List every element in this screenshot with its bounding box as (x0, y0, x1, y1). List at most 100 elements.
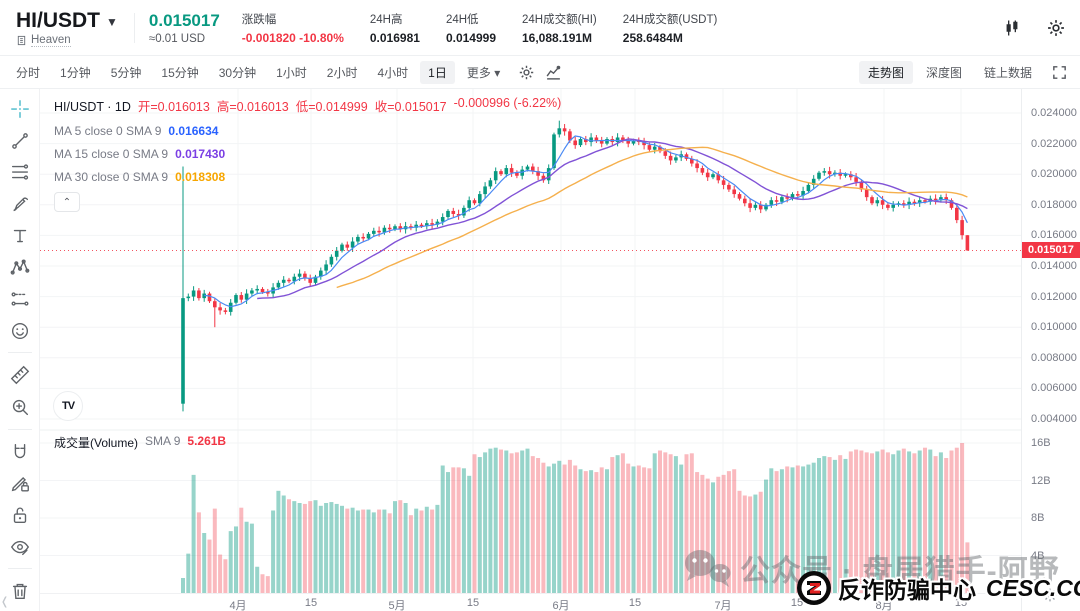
volume-tick: 8B (1031, 512, 1045, 524)
parallel-lines-tool-icon[interactable] (7, 160, 33, 184)
interval-1小时[interactable]: 1小时 (276, 66, 307, 80)
price-tick: 0.022000 (1031, 137, 1077, 150)
zoom-in-tool-icon[interactable] (7, 395, 33, 419)
legend-symbol: HI/USDT · 1D (54, 100, 131, 114)
timezone-gear-icon[interactable] (1042, 587, 1058, 603)
brush-tool-icon[interactable] (7, 192, 33, 216)
last-price: 0.015017 (148, 10, 220, 30)
interval-5分钟[interactable]: 5分钟 (110, 66, 142, 80)
volume-legend: 成交量(Volume) SMA 9 5.261B (54, 434, 226, 451)
padlock-tool-icon[interactable] (7, 503, 33, 527)
interval-list: 分时 1分钟 5分钟 15分钟 30分钟 1小时 2小时 4小时 1日 更多 ▾ (8, 61, 508, 84)
volume-sma-label: SMA 9 (145, 434, 181, 448)
stat-label: 24H成交额(USDT) (622, 13, 718, 26)
indicators-icon[interactable] (545, 64, 562, 81)
ohlc-part: 低=0.014999 (295, 100, 368, 114)
header-stat-3: 24H成交额(HI) 16,088.191M (522, 11, 597, 45)
time-tick: 15 (790, 597, 804, 609)
interval-1日[interactable]: 1日 (420, 61, 455, 84)
text-tool-icon[interactable] (7, 224, 33, 248)
fullscreen-icon[interactable] (1051, 64, 1068, 81)
header-stat-2: 24H低 0.014999 (446, 11, 496, 45)
stat-value: 0.014999 (445, 30, 496, 45)
exchange-name[interactable]: Heaven (31, 33, 71, 47)
current-price-tag: 0.015017 (1022, 242, 1080, 259)
stat-label: 24H高 (369, 13, 403, 26)
price-tick: 0.004000 (1031, 413, 1077, 425)
price-tick: 0.024000 (1031, 107, 1077, 119)
ohlc-part: 高=0.016013 (216, 100, 289, 114)
xabcd-pattern-tool-icon[interactable] (7, 255, 33, 279)
exchange-icon (17, 35, 26, 45)
trend-line-tool-icon[interactable] (7, 129, 33, 153)
chart-legend: HI/USDT · 1D 开=0.016013 高=0.016013 低=0.014… (54, 96, 561, 212)
ma-legend-row-1: MA 5 close 0 SMA 9 0.016634 (54, 124, 561, 138)
emoji-tool-icon[interactable] (7, 319, 33, 343)
volume-title: 成交量(Volume) (54, 436, 139, 450)
price-tick: 0.016000 (1031, 229, 1077, 242)
chart-region[interactable]: HI/USDT · 1D 开=0.016013 高=0.016013 低=0.014… (40, 89, 1021, 611)
time-tick: 8月 (875, 600, 893, 611)
trash-tool-icon[interactable] (7, 579, 33, 603)
time-tick: 15 (628, 597, 642, 609)
volume-sma-value: 5.261B (187, 434, 227, 448)
symbol-name[interactable]: HI/USDT (16, 8, 100, 32)
header: HI/USDT ▼ Heaven 0.015017 ≈0.01 USD 涨跌幅 -… (0, 0, 1080, 56)
ma-label: MA 5 close 0 SMA 9 (54, 124, 162, 138)
forecast-tool-icon[interactable] (7, 287, 33, 311)
interval-分时[interactable]: 分时 (16, 66, 41, 80)
volume-tick: 12B (1031, 474, 1051, 487)
volume-tick: 4B (1031, 549, 1045, 562)
interval-settings-gear-icon[interactable] (518, 64, 535, 81)
stat-value: 0.016981 (369, 30, 420, 45)
price-tick: 0.012000 (1031, 290, 1077, 303)
time-tick: 5月 (388, 600, 406, 611)
interval-30分钟[interactable]: 30分钟 (218, 66, 257, 80)
ma-legend-rows: MA 5 close 0 SMA 9 0.016634 MA 15 close 0 … (54, 124, 561, 184)
view-走势图[interactable]: 走势图 (858, 61, 913, 84)
view-switch: 走势图 深度图 链上数据 (858, 61, 1068, 84)
interval-toolbar: 分时 1分钟 5分钟 15分钟 30分钟 1小时 2小时 4小时 1日 更多 ▾ 走势图 深度图 链上… (0, 57, 1080, 89)
symbol-dropdown-caret-icon[interactable]: ▼ (106, 15, 118, 29)
toolbar-divider (7, 352, 32, 354)
ohlc-values: 开=0.016013 高=0.016013 低=0.014999 收=0.015017… (138, 96, 561, 115)
symbol-block[interactable]: HI/USDT ▼ Heaven (16, 9, 118, 47)
drawing-toolbar (0, 89, 40, 611)
ma-value: 0.017430 (175, 147, 226, 161)
price-tick: 0.006000 (1031, 382, 1077, 395)
header-stat-1: 24H高 0.016981 (370, 11, 420, 45)
toolbar-divider (7, 428, 32, 430)
candlestick-chart[interactable] (40, 89, 1021, 611)
sidebar-collapse-handle[interactable]: ❬ (0, 595, 10, 608)
price-axis[interactable]: 0.015017 0.024000 0.022000 0.020000 0.01800… (1021, 89, 1080, 611)
magnet-tool-icon[interactable] (7, 440, 33, 464)
view-链上数据[interactable]: 链上数据 (983, 66, 1032, 80)
interval-4小时[interactable]: 4小时 (377, 66, 409, 80)
stat-label: 涨跌幅 (241, 13, 277, 26)
stat-label: 24H低 (445, 13, 479, 26)
tradingview-logo[interactable]: TV (53, 391, 83, 421)
ohlc-legend-row: HI/USDT · 1D 开=0.016013 高=0.016013 低=0.014… (54, 96, 561, 115)
pencil-lock-tool-icon[interactable] (7, 471, 33, 495)
interval-1分钟[interactable]: 1分钟 (60, 66, 91, 80)
crosshair-tool-icon[interactable] (7, 97, 33, 121)
time-axis[interactable]: 4月 15 5月 15 6月 15 7月 15 8月 15 (40, 593, 1021, 611)
legend-collapse-button[interactable]: ⌃ (54, 192, 80, 212)
price-approx: ≈0.01 USD (148, 32, 206, 45)
interval-2小时[interactable]: 2小时 (326, 66, 358, 80)
ma-label: MA 15 close 0 SMA 9 (54, 147, 169, 161)
kline-style-icon[interactable] (1002, 18, 1022, 38)
ruler-tool-icon[interactable] (7, 363, 33, 387)
interval-更多 ▾[interactable]: 更多 ▾ (466, 66, 501, 80)
time-tick: 15 (304, 597, 318, 609)
header-divider (133, 12, 135, 43)
interval-15分钟[interactable]: 15分钟 (161, 66, 199, 80)
eye-tool-icon[interactable] (7, 535, 33, 559)
stat-value: 258.6484M (622, 30, 683, 45)
ma-label: MA 30 close 0 SMA 9 (54, 170, 169, 184)
settings-gear-icon[interactable] (1046, 18, 1066, 38)
view-深度图[interactable]: 深度图 (925, 66, 962, 80)
volume-tick: 16B (1031, 437, 1051, 449)
stat-label: 24H成交额(HI) (522, 13, 597, 26)
ma-legend-row-2: MA 15 close 0 SMA 9 0.017430 (54, 147, 561, 161)
